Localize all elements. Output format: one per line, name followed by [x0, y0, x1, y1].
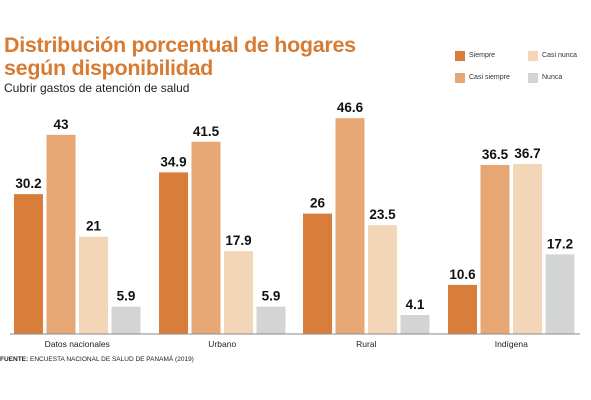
- category-label: Datos nacionales: [45, 339, 110, 349]
- value-label: 23.5: [369, 207, 396, 222]
- source-label: FUENTE:: [0, 356, 29, 363]
- bar-siempre-2: [303, 213, 332, 334]
- category-label: Rural: [356, 339, 376, 349]
- bar-siempre-1: [159, 172, 188, 334]
- value-label: 34.9: [160, 154, 186, 169]
- source-note: FUENTE: ENCUESTA NACIONAL DE SALUD DE PA…: [0, 356, 194, 363]
- legend-swatch-casi-siempre: [455, 73, 465, 83]
- legend-swatch-nunca: [528, 73, 538, 83]
- value-label: 46.6: [337, 100, 364, 115]
- value-label: 4.1: [406, 297, 425, 312]
- chart-title: Distribución porcentual de hogares según…: [4, 33, 356, 80]
- bar-casi-nunca-2: [368, 225, 397, 334]
- value-label: 30.2: [15, 176, 41, 191]
- value-label: 5.9: [262, 289, 281, 304]
- value-label: 17.2: [547, 236, 573, 251]
- value-label: 43: [53, 117, 69, 132]
- legend-label-casi-nunca: Casi nunca: [542, 52, 578, 59]
- bar-casi-siempre-1: [191, 141, 221, 334]
- bar-nunca-1: [256, 306, 286, 334]
- bar-casi-nunca-3: [513, 164, 542, 334]
- bars-group: 30.2 43 21 5.9 34.9 41.5 17.9 5.9 26 46.6 23.5 4.1 1…: [14, 100, 575, 334]
- legend-swatch-casi-nunca: [528, 51, 538, 61]
- legend-label-casi-siempre: Casi siempre: [469, 74, 510, 81]
- category-label: Indígena: [495, 339, 528, 349]
- bar-casi-siempre-0: [46, 134, 76, 334]
- bar-casi-siempre-3: [480, 164, 510, 334]
- legend: Siempre Casi nunca Casi siempre Nunca: [455, 51, 591, 91]
- value-label: 10.6: [449, 267, 476, 282]
- value-label: 5.9: [117, 289, 136, 304]
- bar-nunca-3: [545, 254, 575, 334]
- legend-label-siempre: Siempre: [469, 52, 496, 59]
- category-labels: Datos nacionales Urbano Rural Indígena: [45, 339, 528, 349]
- value-label: 36.7: [514, 146, 540, 161]
- chart-subtitle: Cubrir gastos de atención de salud: [4, 81, 190, 95]
- bar-nunca-0: [111, 306, 141, 334]
- category-label: Urbano: [208, 339, 236, 349]
- value-label: 26: [310, 196, 326, 211]
- legend-label-nunca: Nunca: [542, 74, 563, 81]
- value-label: 41.5: [193, 124, 220, 139]
- bar-casi-siempre-2: [335, 118, 365, 334]
- bar-nunca-2: [400, 315, 430, 334]
- source-text: ENCUESTA NACIONAL DE SALUD DE PANAMÁ (20…: [28, 356, 194, 363]
- bar-siempre-3: [448, 284, 477, 334]
- value-label: 36.5: [482, 147, 509, 162]
- bar-casi-nunca-1: [224, 251, 253, 334]
- value-label: 17.9: [225, 233, 251, 248]
- value-label: 21: [86, 219, 102, 234]
- legend-swatch-siempre: [455, 51, 465, 61]
- bar-casi-nunca-0: [79, 236, 108, 334]
- bar-siempre-0: [14, 194, 43, 334]
